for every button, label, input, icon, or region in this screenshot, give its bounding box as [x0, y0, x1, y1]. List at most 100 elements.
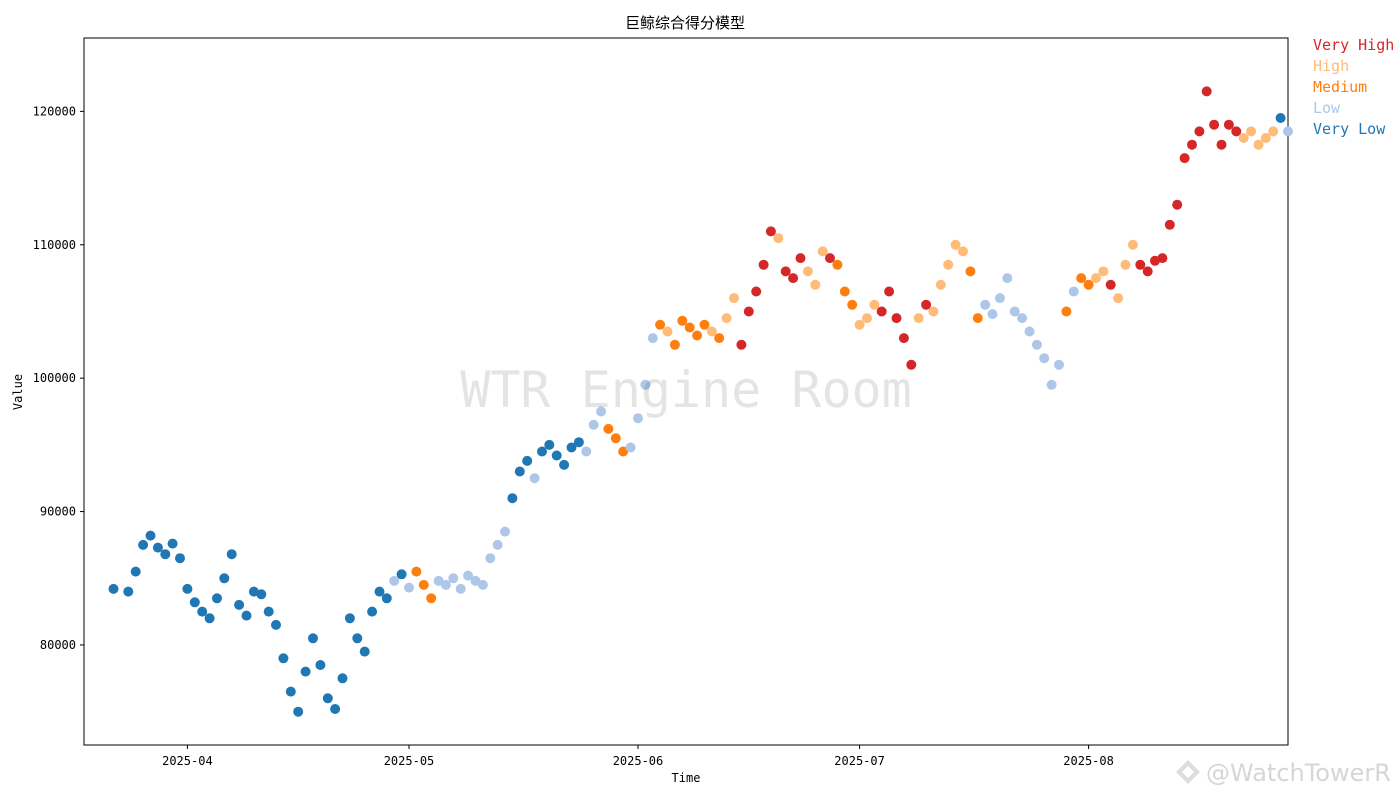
- data-point: [581, 446, 592, 457]
- data-point: [699, 319, 710, 330]
- data-point: [773, 233, 784, 244]
- data-point: [189, 597, 200, 608]
- data-point: [662, 326, 673, 337]
- data-point: [898, 333, 909, 344]
- data-point: [1246, 126, 1257, 137]
- chart-title: 巨鲸综合得分模型: [625, 14, 745, 32]
- data-point: [1009, 306, 1020, 317]
- data-point: [278, 653, 289, 664]
- data-point: [130, 566, 141, 577]
- data-point: [241, 610, 252, 621]
- data-point: [1113, 293, 1124, 304]
- data-point: [743, 306, 754, 317]
- data-point: [226, 549, 237, 560]
- x-axis-label: Time: [672, 771, 701, 785]
- data-point: [440, 579, 451, 590]
- data-point: [529, 473, 540, 484]
- y-axis: 80000 90000 100000 110000 120000: [33, 104, 84, 652]
- y-tick-label: 80000: [40, 638, 76, 652]
- x-tick-label: 2025-06: [613, 754, 664, 768]
- data-point: [1238, 133, 1249, 143]
- data-point: [633, 413, 643, 424]
- y-axis-label: Value: [11, 374, 25, 410]
- brand-watermark: @WatchTowerR: [1206, 759, 1391, 787]
- data-point: [1275, 113, 1286, 123]
- data-point: [352, 633, 363, 644]
- data-point: [514, 466, 525, 477]
- data-point: [212, 593, 222, 604]
- x-tick-label: 2025-04: [162, 754, 213, 768]
- data-point: [980, 299, 991, 310]
- data-point: [1268, 126, 1279, 137]
- legend-entry-very-high: Very High: [1313, 36, 1394, 54]
- data-point: [219, 573, 230, 584]
- data-point: [544, 439, 555, 450]
- data-point: [758, 259, 769, 270]
- data-point: [175, 553, 185, 564]
- data-point: [1253, 139, 1264, 150]
- data-point: [293, 706, 304, 717]
- data-point: [500, 526, 510, 537]
- y-tick-label: 90000: [40, 505, 76, 519]
- brand-logo: @WatchTowerR: [1176, 759, 1391, 787]
- data-point: [684, 322, 695, 333]
- data-point: [669, 339, 680, 350]
- data-point: [145, 530, 156, 541]
- data-point: [204, 613, 215, 624]
- data-point: [337, 673, 348, 684]
- data-point: [485, 553, 496, 564]
- data-point: [507, 493, 518, 504]
- data-point: [344, 613, 355, 624]
- data-point: [426, 593, 437, 604]
- data-point: [935, 279, 946, 290]
- data-point: [566, 442, 577, 453]
- data-point: [625, 442, 636, 453]
- data-point: [884, 286, 895, 297]
- data-point: [862, 313, 872, 324]
- x-tick-label: 2025-08: [1063, 754, 1114, 768]
- data-point: [817, 246, 828, 257]
- data-point: [869, 299, 880, 310]
- data-point: [1260, 133, 1271, 143]
- data-point: [1194, 126, 1205, 137]
- data-point: [1209, 119, 1220, 130]
- watermark-text: WTR Engine Room: [460, 361, 912, 419]
- data-point: [987, 309, 998, 320]
- data-point: [1231, 126, 1242, 137]
- data-point: [1098, 266, 1109, 277]
- data-point: [1061, 306, 1072, 317]
- data-point: [1105, 279, 1116, 290]
- data-point: [994, 293, 1005, 304]
- data-point: [263, 606, 274, 617]
- data-point: [381, 593, 392, 604]
- legend-entry-high: High: [1313, 57, 1349, 75]
- data-point: [1283, 126, 1293, 137]
- data-point: [810, 279, 821, 290]
- data-point: [825, 253, 835, 264]
- data-point: [1157, 253, 1168, 264]
- data-point: [972, 313, 983, 324]
- data-point: [1223, 119, 1234, 130]
- data-point: [138, 539, 149, 550]
- data-point: [706, 326, 717, 337]
- data-point: [780, 266, 791, 277]
- data-point: [389, 575, 400, 586]
- data-point: [943, 259, 954, 270]
- data-point: [1201, 86, 1212, 97]
- data-point: [1142, 266, 1153, 277]
- data-point: [1216, 139, 1227, 150]
- data-point: [308, 633, 318, 644]
- data-point: [315, 660, 326, 670]
- data-point: [1068, 286, 1079, 297]
- data-point: [1076, 273, 1087, 284]
- data-point: [455, 583, 466, 594]
- data-point: [374, 586, 385, 597]
- data-point: [610, 433, 621, 444]
- data-point: [167, 538, 178, 549]
- data-point: [692, 330, 703, 341]
- data-point: [721, 313, 732, 324]
- data-point: [1002, 273, 1013, 284]
- data-point: [551, 450, 562, 461]
- diamond-logo-icon: [1176, 760, 1200, 784]
